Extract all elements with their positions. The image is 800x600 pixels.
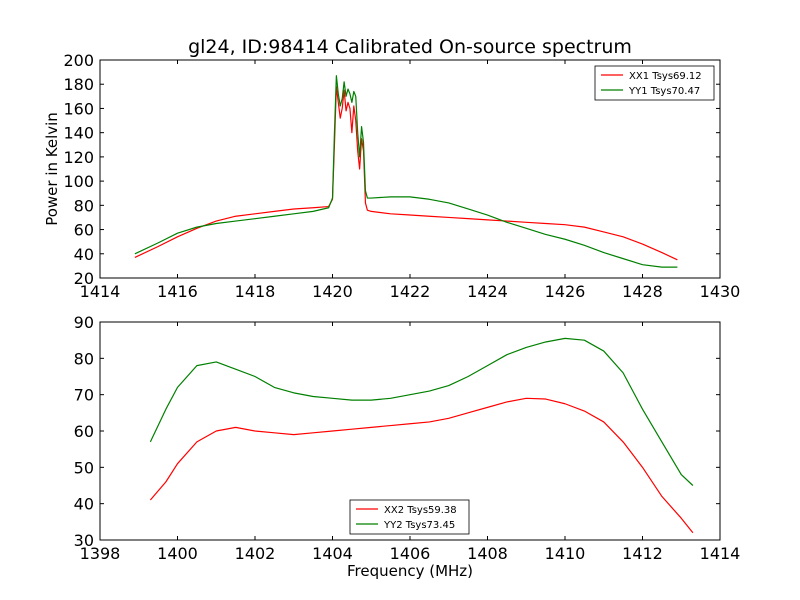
- y-tick-label: 60: [74, 221, 94, 240]
- y-tick-label: 70: [74, 386, 94, 405]
- top-y-axis-label: Power in Kelvin: [43, 112, 61, 226]
- y-tick-label: 200: [63, 51, 94, 70]
- y-tick-label: 40: [74, 495, 94, 514]
- x-tick-label: 1426: [545, 282, 586, 301]
- x-tick-label: 1408: [467, 544, 508, 563]
- y-tick-label: 60: [74, 422, 94, 441]
- x-tick-label: 1418: [235, 282, 276, 301]
- series-line-2: [134, 75, 678, 268]
- series-line-1: [134, 86, 678, 261]
- y-tick-label: 180: [63, 75, 94, 94]
- legend-box: [349, 499, 470, 535]
- y-tick-label: 100: [63, 172, 94, 191]
- x-tick-label: 1416: [157, 282, 198, 301]
- legend-label-2: YY1 Tsys70.47: [628, 86, 700, 97]
- x-tick-label: 1398: [80, 544, 121, 563]
- y-tick-label: 20: [74, 269, 94, 288]
- series-line-1: [149, 397, 694, 534]
- x-tick-label: 1428: [622, 282, 663, 301]
- top-panel: 1414 1416 1418 1420 1422 1424 1426 1428 1430 20 40…: [63, 51, 740, 301]
- x-tick-label: 1414: [700, 544, 741, 563]
- legend-label-1: XX2 Tsys59.38: [384, 505, 457, 516]
- legend-box: [594, 65, 715, 101]
- y-tick-label: 90: [74, 313, 94, 332]
- y-tick-label: 120: [63, 148, 94, 167]
- series-line-2: [149, 337, 694, 486]
- y-tick-label: 160: [63, 99, 94, 118]
- x-tick-label: 1414: [80, 282, 121, 301]
- y-tick-label: 30: [74, 531, 94, 550]
- x-tick-label: 1412: [622, 544, 663, 563]
- y-tick-label: 140: [63, 124, 94, 143]
- x-tick-label: 1404: [312, 544, 353, 563]
- x-tick-label: 1400: [157, 544, 198, 563]
- x-tick-label: 1402: [235, 544, 276, 563]
- x-tick-label: 1430: [700, 282, 741, 301]
- y-tick-label: 50: [74, 458, 94, 477]
- bottom-panel: 1398 1400 1402 1404 1406 1408 1410 1412 1414 30 40…: [74, 313, 741, 563]
- chart-title: gl24, ID:98414 Calibrated On-source spec…: [188, 36, 632, 58]
- x-tick-label: 1422: [390, 282, 431, 301]
- y-tick-label: 80: [74, 196, 94, 215]
- legend: XX2 Tsys59.38 YY2 Tsys73.45: [349, 499, 470, 535]
- legend-label-2: YY2 Tsys73.45: [383, 520, 455, 531]
- y-tick-label: 40: [74, 245, 94, 264]
- legend-label-1: XX1 Tsys69.12: [629, 71, 702, 82]
- x-tick-label: 1410: [545, 544, 586, 563]
- x-axis-label: Frequency (MHz): [347, 562, 473, 580]
- x-tick-label: 1420: [312, 282, 353, 301]
- x-tick-label: 1406: [390, 544, 431, 563]
- x-tick-label: 1424: [467, 282, 508, 301]
- y-tick-label: 80: [74, 349, 94, 368]
- legend: XX1 Tsys69.12 YY1 Tsys70.47: [594, 65, 715, 101]
